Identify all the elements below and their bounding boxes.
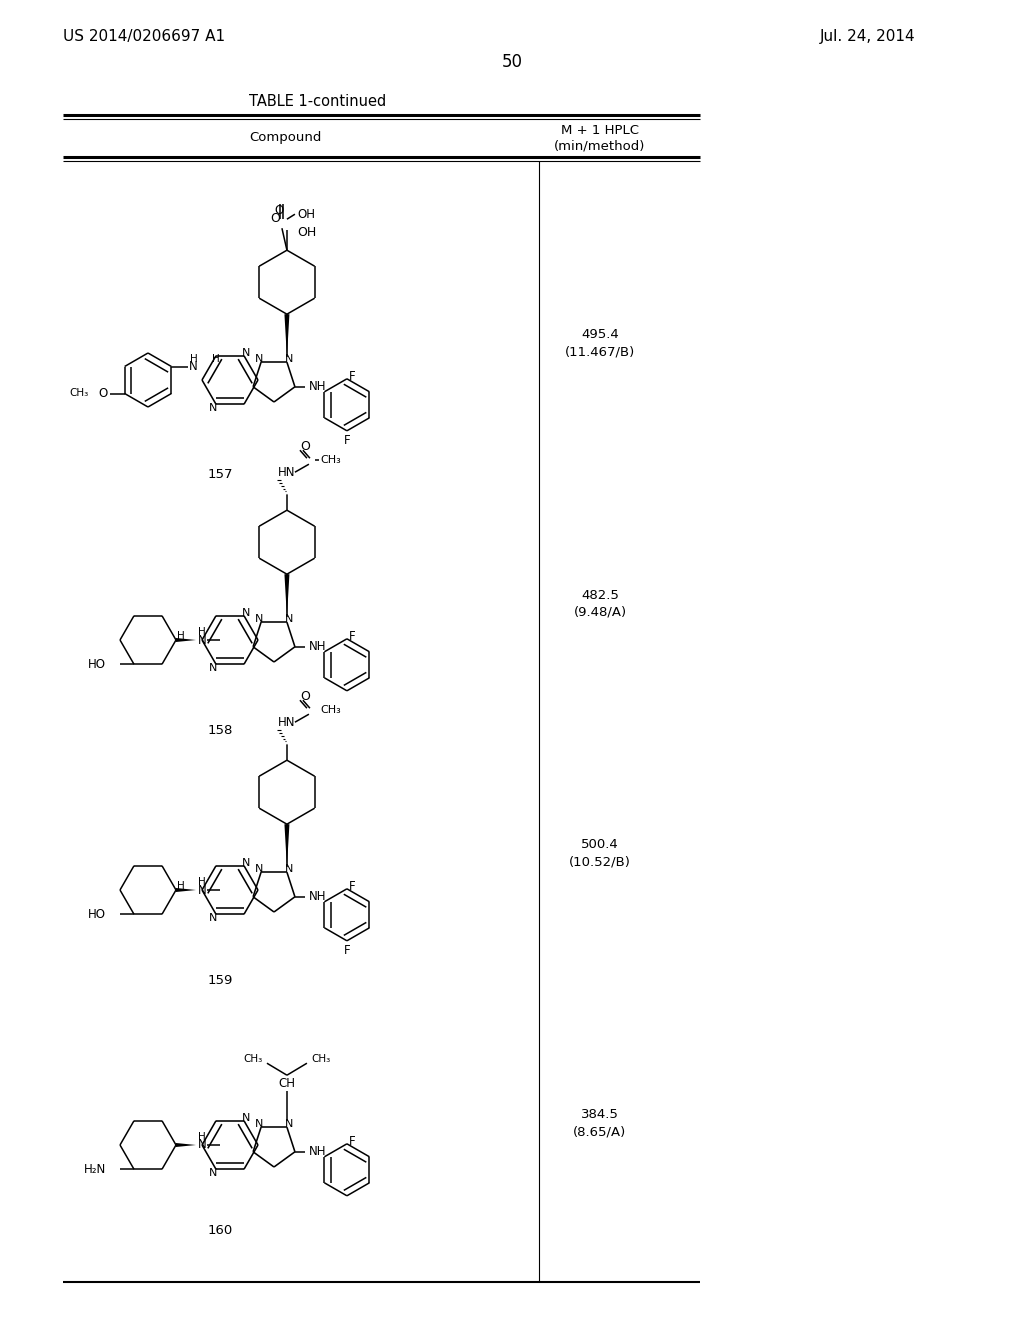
Text: 159: 159 xyxy=(207,974,232,986)
Text: NH: NH xyxy=(309,1146,327,1158)
Text: N: N xyxy=(255,354,263,364)
Text: N: N xyxy=(285,354,293,364)
Text: H: H xyxy=(198,627,206,638)
Polygon shape xyxy=(285,824,290,867)
Text: 157: 157 xyxy=(207,469,232,482)
Text: N: N xyxy=(242,347,250,358)
Text: H: H xyxy=(177,880,185,891)
Text: Jul. 24, 2014: Jul. 24, 2014 xyxy=(820,29,915,44)
Polygon shape xyxy=(285,314,290,358)
Text: CH: CH xyxy=(279,1077,296,1090)
Text: N: N xyxy=(198,634,207,647)
Polygon shape xyxy=(176,638,196,642)
Text: M + 1 HPLC: M + 1 HPLC xyxy=(561,124,639,136)
Text: OH: OH xyxy=(297,226,316,239)
Text: (9.48/A): (9.48/A) xyxy=(573,606,627,619)
Text: 500.4: 500.4 xyxy=(582,838,618,851)
Text: N: N xyxy=(209,663,217,673)
Text: N: N xyxy=(285,865,293,874)
Text: N: N xyxy=(242,858,250,867)
Text: 495.4: 495.4 xyxy=(582,329,618,342)
Text: F: F xyxy=(344,434,350,447)
Text: HN: HN xyxy=(279,466,296,479)
Text: H: H xyxy=(189,354,198,363)
Text: 50: 50 xyxy=(502,53,522,71)
Text: CH₃: CH₃ xyxy=(311,1055,330,1064)
Text: CH₃: CH₃ xyxy=(244,1055,263,1064)
Polygon shape xyxy=(176,1143,196,1147)
Text: N: N xyxy=(198,1138,207,1151)
Text: TABLE 1-continued: TABLE 1-continued xyxy=(250,95,387,110)
Text: HN: HN xyxy=(279,715,296,729)
Text: NH: NH xyxy=(309,640,327,653)
Text: HO: HO xyxy=(88,657,106,671)
Text: N: N xyxy=(209,1168,217,1179)
Text: H₂N: H₂N xyxy=(84,1163,106,1176)
Text: CH₃: CH₃ xyxy=(70,388,89,399)
Text: 482.5: 482.5 xyxy=(581,589,618,602)
Text: NH: NH xyxy=(309,380,327,393)
Text: N: N xyxy=(209,403,217,413)
Text: OH: OH xyxy=(297,207,315,220)
Text: (10.52/B): (10.52/B) xyxy=(569,855,631,869)
Text: (min/method): (min/method) xyxy=(554,140,646,153)
Text: N: N xyxy=(242,1113,250,1123)
Text: F: F xyxy=(344,944,350,957)
Text: N: N xyxy=(242,607,250,618)
Text: N: N xyxy=(189,360,198,374)
Text: H: H xyxy=(177,631,185,642)
Text: O: O xyxy=(270,211,280,224)
Text: F: F xyxy=(348,880,355,894)
Text: F: F xyxy=(348,630,355,643)
Polygon shape xyxy=(176,888,196,892)
Text: 158: 158 xyxy=(207,723,232,737)
Text: O: O xyxy=(274,203,284,216)
Text: H: H xyxy=(212,355,219,364)
Text: N: N xyxy=(285,614,293,624)
Text: 384.5: 384.5 xyxy=(581,1109,618,1122)
Text: HO: HO xyxy=(88,908,106,921)
Text: O: O xyxy=(300,690,310,702)
Text: N: N xyxy=(198,883,207,896)
Text: O: O xyxy=(98,387,108,400)
Text: CH₃: CH₃ xyxy=(319,455,341,465)
Text: CH₃: CH₃ xyxy=(319,705,341,715)
Text: (11.467/B): (11.467/B) xyxy=(565,346,635,359)
Text: H: H xyxy=(198,1133,206,1142)
Text: US 2014/0206697 A1: US 2014/0206697 A1 xyxy=(63,29,225,44)
Text: H: H xyxy=(198,876,206,887)
Text: F: F xyxy=(348,1135,355,1148)
Text: F: F xyxy=(348,371,355,383)
Text: N: N xyxy=(255,1119,263,1129)
Text: O: O xyxy=(300,440,310,453)
Text: N: N xyxy=(255,614,263,624)
Text: (8.65/A): (8.65/A) xyxy=(573,1126,627,1138)
Polygon shape xyxy=(285,574,290,618)
Text: N: N xyxy=(285,1119,293,1129)
Text: N: N xyxy=(209,913,217,923)
Text: Compound: Compound xyxy=(249,131,322,144)
Text: NH: NH xyxy=(309,890,327,903)
Text: 160: 160 xyxy=(208,1224,232,1237)
Text: N: N xyxy=(255,865,263,874)
